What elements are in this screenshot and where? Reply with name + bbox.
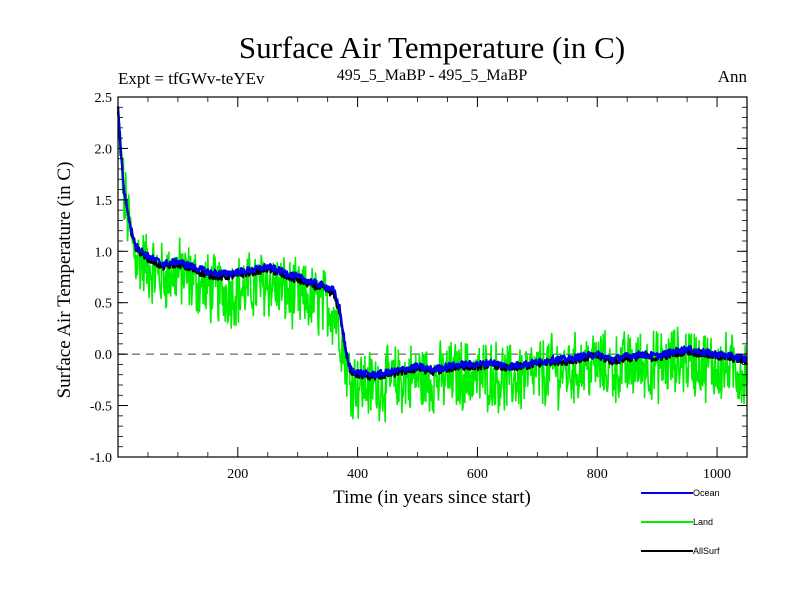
x-tick-label: 400 xyxy=(347,467,368,482)
y-tick-label: 0.5 xyxy=(95,297,113,312)
season-label: Ann xyxy=(718,67,748,86)
series-line-ocean xyxy=(116,106,748,379)
plot-area xyxy=(116,106,749,423)
axes: -1.0 -0.5 0.0 0.5 1.0 1.5 2.0 2.5 200 400 600 800 10… xyxy=(90,91,748,482)
x-tick-label: 800 xyxy=(587,467,608,482)
y-tick-label: 2.5 xyxy=(95,91,113,106)
x-tick-label: 200 xyxy=(227,467,248,482)
experiment-label: Expt = tfGWv-teYEv xyxy=(118,69,265,88)
x-tick-label: 1000 xyxy=(703,467,731,482)
legend: Ocean Land AllSurf xyxy=(641,488,720,556)
y-tick-label: 1.5 xyxy=(95,194,113,209)
y-tick-label: 1.0 xyxy=(95,245,113,260)
legend-label-allsurf: AllSurf xyxy=(693,546,720,556)
plot-frame xyxy=(117,96,748,458)
comparison-label: 495_5_MaBP - 495_5_MaBP xyxy=(337,67,528,84)
y-tick-label: -1.0 xyxy=(90,451,112,466)
chart-title: Surface Air Temperature (in C) xyxy=(239,30,625,65)
x-axis-label: Time (in years since start) xyxy=(333,487,531,508)
legend-label-land: Land xyxy=(693,517,713,527)
y-tick-label: 0.0 xyxy=(95,348,113,363)
series-line-land xyxy=(117,107,748,423)
legend-label-ocean: Ocean xyxy=(693,488,720,498)
y-tick-label: 2.0 xyxy=(95,142,113,157)
y-tick-label: -0.5 xyxy=(90,400,112,415)
y-axis-label: Surface Air Temperature (in C) xyxy=(54,162,75,399)
x-tick-label: 600 xyxy=(467,467,488,482)
